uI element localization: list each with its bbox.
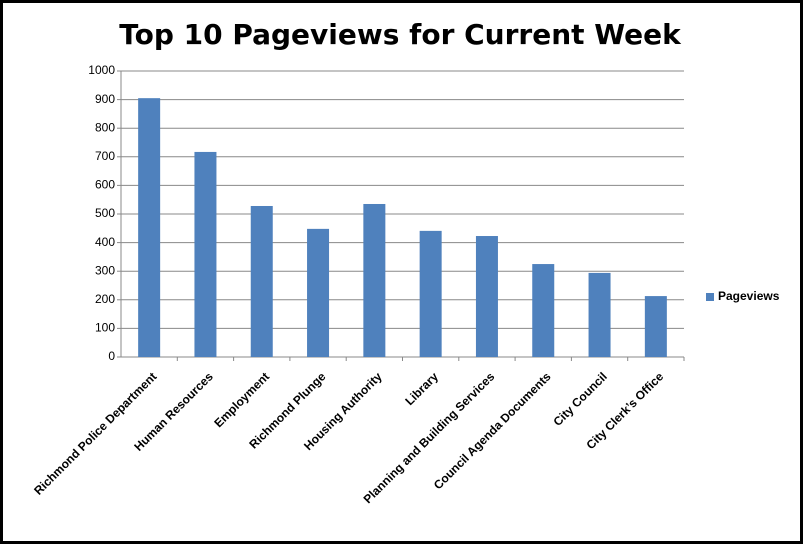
- bar: [644, 296, 667, 357]
- bar: [138, 98, 161, 358]
- y-tick-label: 500: [95, 206, 115, 220]
- bar: [588, 272, 611, 357]
- y-tick-label: 100: [95, 321, 115, 335]
- y-tick-label: 300: [95, 263, 115, 277]
- chart-title: Top 10 Pageviews for Current Week: [119, 18, 682, 51]
- y-tick-label: 0: [108, 349, 115, 363]
- bar: [532, 264, 555, 357]
- bar: [250, 205, 273, 357]
- legend-swatch: [706, 293, 714, 301]
- y-tick-label: 700: [95, 149, 115, 163]
- y-tick-label: 900: [95, 92, 115, 106]
- bar: [419, 230, 442, 357]
- y-tick-label: 800: [95, 120, 115, 134]
- bar: [194, 151, 217, 357]
- bar: [475, 236, 498, 357]
- bar: [363, 203, 386, 357]
- bar: [307, 228, 330, 357]
- y-tick-label: 200: [95, 292, 115, 306]
- legend-label: Pageviews: [718, 289, 780, 303]
- y-tick-label: 600: [95, 178, 115, 192]
- y-tick-label: 400: [95, 235, 115, 249]
- y-tick-label: 1000: [88, 63, 115, 77]
